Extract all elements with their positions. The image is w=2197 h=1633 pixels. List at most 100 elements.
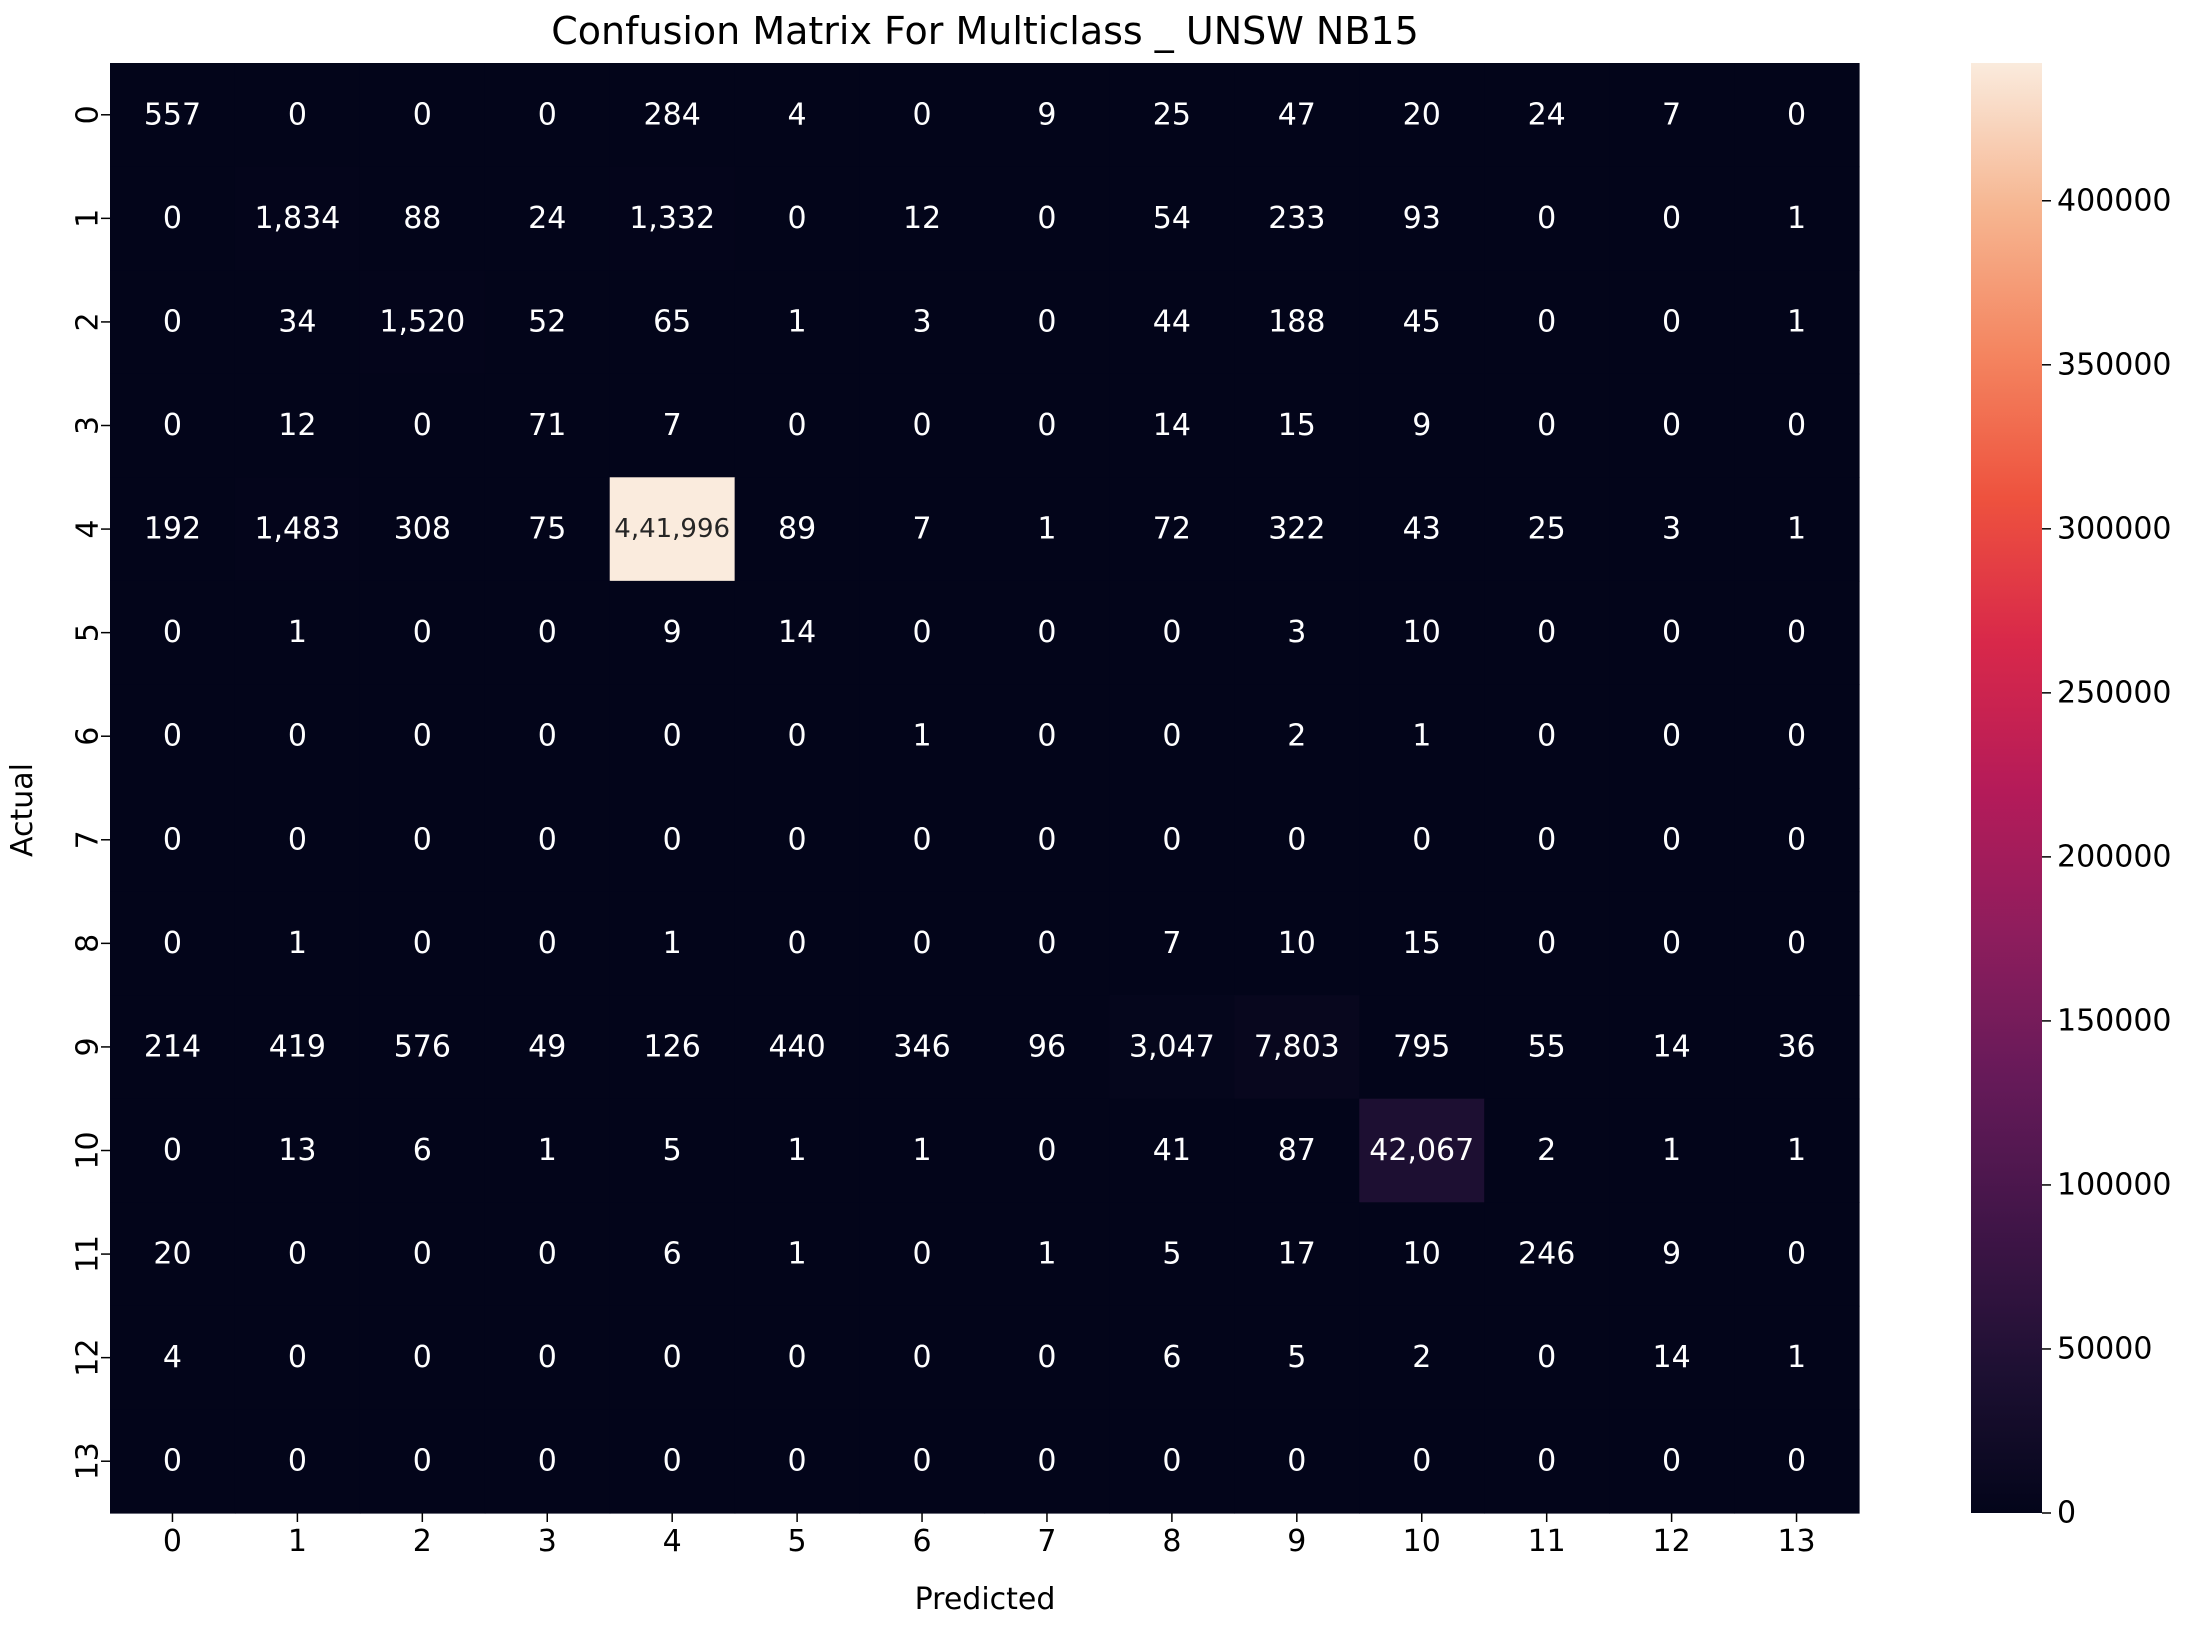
heatmap-cell (1234, 995, 1360, 1100)
cell-value-label: 214 (144, 1029, 201, 1064)
cell-value-label: 4,41,996 (614, 514, 730, 544)
colorbar-tick-label: 50000 (2057, 1331, 2152, 1366)
heatmap-cell (734, 788, 861, 893)
cell-value-label: 0 (1787, 615, 1806, 650)
heatmap-cell (110, 166, 236, 271)
cell-value-label: 0 (1537, 719, 1556, 754)
heatmap-cell (1234, 477, 1360, 582)
x-tick-label: 0 (163, 1524, 182, 1559)
heatmap-cell (609, 373, 736, 478)
cell-value-label: 0 (1287, 1444, 1306, 1479)
cell-value-label: 0 (1787, 408, 1806, 443)
cell-value-label: 0 (1537, 1340, 1556, 1375)
heatmap-cell (234, 477, 361, 582)
cell-value-label: 192 (144, 512, 201, 547)
cell-value-label: 7 (663, 408, 682, 443)
heatmap-cell (484, 580, 611, 686)
heatmap-cell (1359, 1409, 1485, 1514)
cell-value-label: 0 (912, 1444, 931, 1479)
cell-value-label: 0 (413, 1340, 432, 1375)
heatmap-cell (984, 63, 1111, 168)
cell-value-label: 7 (1662, 97, 1681, 132)
heatmap-cell (1234, 63, 1360, 168)
cell-value-label: 25 (1153, 97, 1191, 132)
cell-value-label: 20 (1403, 97, 1441, 132)
cell-value-label: 0 (413, 1444, 432, 1479)
heatmap-cell (1734, 63, 1860, 168)
cell-value-label: 1 (1787, 304, 1806, 339)
cell-value-label: 0 (1787, 719, 1806, 754)
heatmap-cell (609, 891, 736, 996)
cell-value-label: 0 (663, 822, 682, 857)
cell-value-label: 0 (538, 1237, 557, 1272)
cell-value-label: 2 (1537, 1133, 1556, 1168)
heatmap-cell (1484, 1202, 1610, 1307)
cell-value-label: 1 (912, 1133, 931, 1168)
heatmap-cell (734, 580, 861, 686)
y-tick-label: 10 (71, 1131, 106, 1169)
heatmap-cell (234, 166, 361, 271)
cell-value-label: 0 (663, 719, 682, 754)
colorbar-tick-label: 200000 (2057, 839, 2172, 874)
heatmap-cell (1359, 580, 1485, 686)
cell-value-label: 0 (1037, 719, 1056, 754)
heatmap-cell (1234, 891, 1360, 996)
heatmap-cell (110, 788, 236, 893)
heatmap-cell (1734, 684, 1860, 789)
cell-value-label: 1 (1662, 1133, 1681, 1168)
heatmap-cell (359, 63, 486, 168)
cell-value-label: 1 (788, 1237, 807, 1272)
heatmap-cell (1609, 580, 1735, 686)
y-tick-label: 4 (71, 520, 106, 539)
cell-value-label: 1 (1412, 719, 1431, 754)
heatmap-cell (984, 995, 1111, 1100)
cell-value-label: 43 (1403, 512, 1441, 547)
x-axis-ticks: 0 1 2 3 4 5 6 7 8 9 10 11 12 13 (163, 1513, 1816, 1559)
x-tick-label: 12 (1653, 1524, 1691, 1559)
heatmap-cell (1484, 477, 1610, 582)
colorbar-tick-label: 100000 (2057, 1167, 2172, 1202)
cell-value-label: 0 (1662, 1444, 1681, 1479)
heatmap-cell (1484, 891, 1610, 996)
heatmap-cell (734, 63, 861, 168)
heatmap-cell (1484, 166, 1610, 271)
heatmap-cell (984, 270, 1111, 375)
heatmap-cell (859, 373, 986, 478)
heatmap-cell (1359, 684, 1485, 789)
heatmap-cell (1359, 1202, 1485, 1307)
cell-value-label: 0 (288, 822, 307, 857)
cell-value-label: 87 (1278, 1133, 1316, 1168)
heatmap-cells (110, 63, 1860, 1514)
heatmap-cell (609, 63, 736, 168)
heatmap-cell (484, 63, 611, 168)
heatmap-cell (110, 580, 236, 686)
cell-value-label: 795 (1393, 1029, 1450, 1064)
x-tick-label: 1 (288, 1524, 307, 1559)
heatmap-cell (234, 270, 361, 375)
heatmap-cell (359, 1305, 486, 1411)
heatmap-cell (484, 891, 611, 996)
cell-value-label: 9 (1037, 97, 1056, 132)
cell-value-label: 25 (1528, 512, 1566, 547)
heatmap-cell (1609, 270, 1735, 375)
heatmap-cell (734, 891, 861, 996)
cell-value-label: 308 (394, 512, 451, 547)
heatmap-cell (1609, 788, 1735, 893)
heatmap-cell (110, 373, 236, 478)
cell-value-label: 0 (163, 926, 182, 961)
heatmap-cell (234, 1098, 361, 1203)
cell-value-label: 0 (1662, 304, 1681, 339)
cell-value-label: 0 (1037, 1444, 1056, 1479)
cell-value-label: 10 (1278, 926, 1316, 961)
cell-value-label: 65 (653, 304, 691, 339)
heatmap-cell (1734, 1098, 1860, 1203)
cell-value-label: 576 (394, 1029, 451, 1064)
heatmap-cell (484, 995, 611, 1100)
cell-value-label: 0 (1662, 408, 1681, 443)
cell-value-label: 0 (413, 822, 432, 857)
heatmap-cell (984, 1409, 1111, 1514)
cell-value-label: 12 (903, 201, 941, 236)
cell-value-label: 0 (1037, 615, 1056, 650)
cell-value-label: 55 (1528, 1029, 1566, 1064)
